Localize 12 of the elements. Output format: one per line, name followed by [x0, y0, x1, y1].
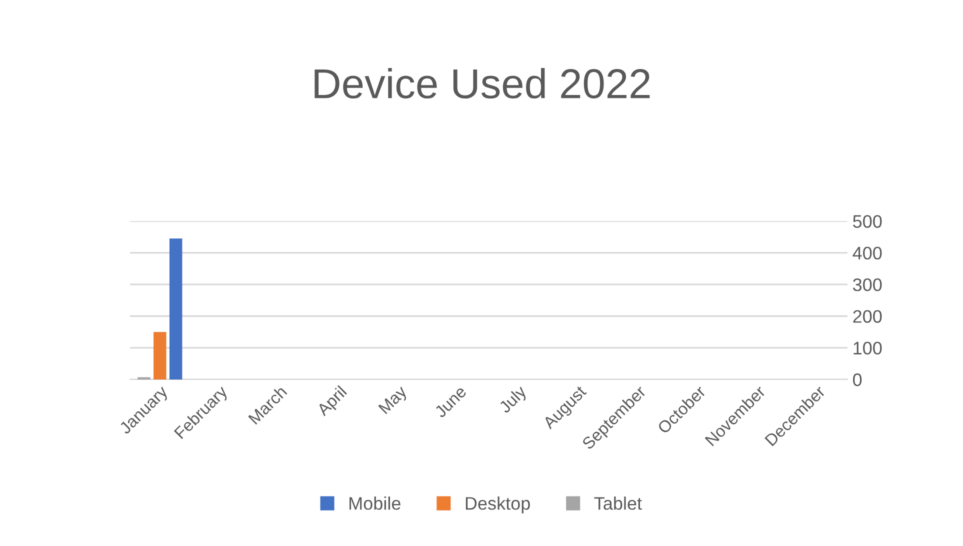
y-tick-label: 100 — [854, 342, 882, 355]
legend-label: Desktop — [466, 496, 530, 514]
x-tick-label: July — [498, 384, 530, 416]
y-tick-label: 400 — [852, 246, 882, 260]
legend-label: Tablet — [594, 496, 642, 510]
chart-title: Device Used 2022 — [314, 68, 650, 99]
y-tick-label: 200 — [853, 310, 882, 323]
y-tick-label: 0 — [853, 373, 862, 386]
x-tick-label: May — [378, 384, 410, 417]
legend-label: Mobile — [350, 496, 400, 510]
y-tick-label: 500 — [853, 215, 882, 228]
y-tick-label: 300 — [852, 278, 882, 292]
